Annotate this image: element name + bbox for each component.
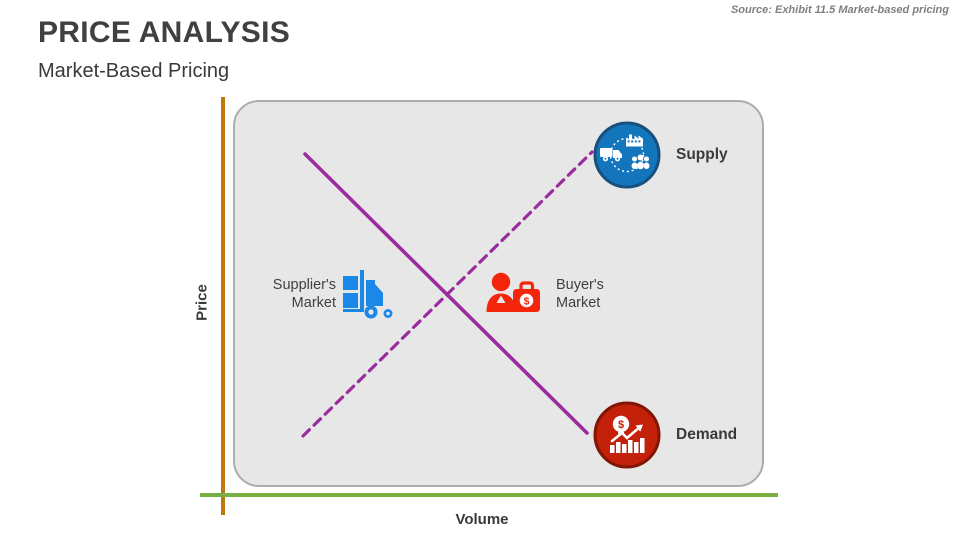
demand-badge-circle xyxy=(593,401,661,469)
supply-label: Supply xyxy=(676,146,728,163)
buyers-market-label: Buyer's Market xyxy=(556,277,604,311)
svg-text:$: $ xyxy=(618,419,624,431)
collar-notch xyxy=(496,295,506,303)
demand-label: Demand xyxy=(676,426,738,443)
briefcase-handle xyxy=(519,281,535,289)
forklift-icon xyxy=(343,270,393,319)
factory-windows xyxy=(627,140,641,143)
supply-line xyxy=(301,150,594,438)
supply-badge xyxy=(593,121,661,189)
truck-wheel-hubs xyxy=(604,157,619,160)
x-axis-line xyxy=(200,493,778,497)
diagram-panel xyxy=(233,100,764,487)
growth-arrow-icon xyxy=(610,424,643,443)
dollar-sign: $ xyxy=(524,295,530,307)
cycle-ring-icon xyxy=(609,137,645,173)
y-axis-label: Price xyxy=(193,284,211,321)
suppliers-market-label: Supplier's Market xyxy=(272,277,336,311)
growth-bars-icon xyxy=(610,438,645,453)
demand-badge: $ xyxy=(593,401,661,469)
factory-icon xyxy=(626,134,643,147)
page-subtitle: Market-Based Pricing xyxy=(38,60,230,82)
source-citation: Source: Exhibit 11.5 Market-based pricin… xyxy=(730,4,949,16)
buyer-briefcase-icon: $ xyxy=(486,272,540,312)
people-group-icon xyxy=(631,154,650,170)
forklift-wheel-hub xyxy=(386,311,390,316)
dollar-coin xyxy=(519,293,534,308)
y-axis-line xyxy=(221,97,225,515)
page-title: PRICE ANALYSIS xyxy=(38,16,291,49)
forklift-wheel-hub xyxy=(368,309,374,315)
supply-demand-lines xyxy=(301,150,594,438)
x-axis-label: Volume xyxy=(455,511,509,528)
